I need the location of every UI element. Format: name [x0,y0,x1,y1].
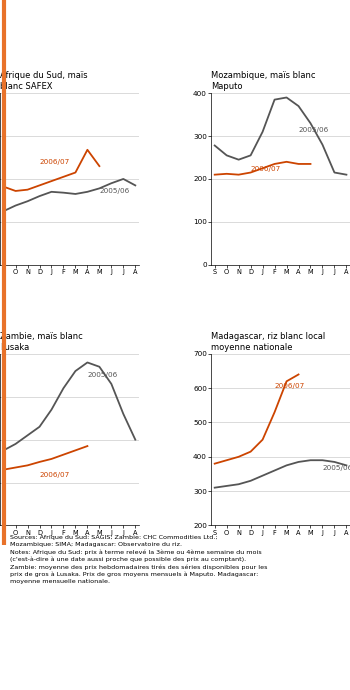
Text: Madagascar, riz blanc local
moyenne nationale: Madagascar, riz blanc local moyenne nati… [211,332,326,352]
Text: 2006/07: 2006/07 [274,383,305,389]
Text: 2005/06: 2005/06 [322,465,350,471]
Text: 2006/07: 2006/07 [40,159,70,165]
Text: 2006/07: 2006/07 [251,166,281,172]
Text: . Prix de gros du maïs blanc et de riz sur: . Prix de gros du maïs blanc et de riz s… [68,16,293,26]
Text: certains marchés (en dollars EU la tonne): certains marchés (en dollars EU la tonne… [10,54,242,63]
Text: Figure 7: Figure 7 [10,16,62,26]
Text: Zambie, maïs blanc
Lusaka: Zambie, maïs blanc Lusaka [0,332,83,352]
Text: Sources: Afrique du Sud: SAGIS; Zambie: CHC Commodities Ltd.;
Mozambique: SIMA; : Sources: Afrique du Sud: SAGIS; Zambie: … [10,535,268,584]
Text: Afrique du Sud, maïs
blanc SAFEX: Afrique du Sud, maïs blanc SAFEX [0,71,88,91]
Text: 2005/06: 2005/06 [99,188,130,194]
Text: 2006/07: 2006/07 [40,473,70,478]
Text: 2005/06: 2005/06 [88,373,118,379]
Text: 2005/06: 2005/06 [299,127,329,132]
Text: Mozambique, maïs blanc
Maputo: Mozambique, maïs blanc Maputo [211,71,316,91]
